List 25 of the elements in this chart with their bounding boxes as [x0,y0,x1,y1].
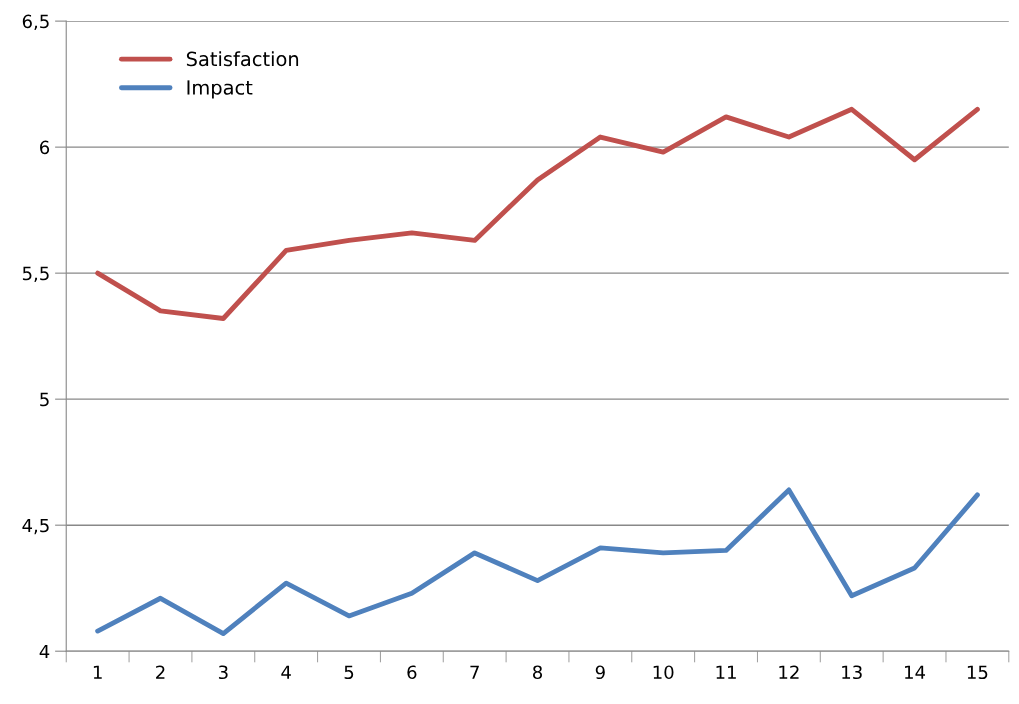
line-series [95,106,980,321]
x-tick-label: 9 [595,665,605,680]
y-tick-label: 6 [40,140,50,155]
x-tick-label: 8 [533,665,543,680]
y-tick-label: 5 [40,392,49,407]
x-tick-label: 12 [779,665,799,679]
x-tick-label: 13 [842,665,862,680]
x-tick-label: 10 [653,665,674,680]
y-tick-label: 4 [39,644,50,659]
x-tick-label: 6 [407,665,417,680]
legend-label: Satisfaction [186,51,299,67]
y-tick-label: 4,5 [22,518,49,535]
x-tick-label: 5 [344,665,354,680]
y-tick-label: 5,5 [22,266,49,283]
x-tick-label: 15 [967,665,988,680]
x-tick-label: 14 [905,665,926,679]
x-tick-label: 4 [281,665,291,679]
x-tick-label: 3 [218,665,228,680]
x-tick-label: 1 [93,665,102,679]
line-series [95,487,980,636]
legend-label: Impact [187,80,253,99]
x-tick-label: 2 [156,665,165,679]
y-tick-label: 6,5 [22,14,49,31]
x-tick-label: 11 [716,665,736,679]
x-tick-label: 7 [470,665,479,679]
